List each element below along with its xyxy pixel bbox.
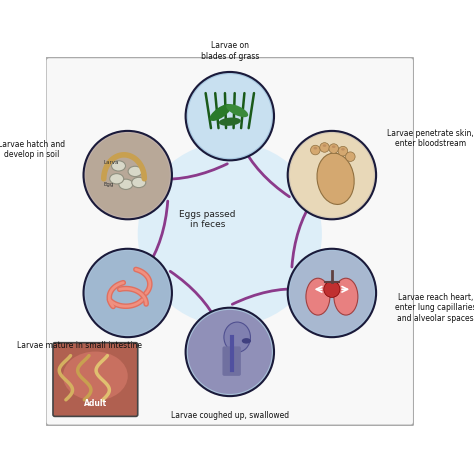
Circle shape [288,249,376,337]
Ellipse shape [226,104,248,117]
Ellipse shape [334,278,358,315]
FancyArrowPatch shape [225,76,290,197]
Circle shape [86,251,170,335]
Circle shape [186,308,274,396]
Ellipse shape [306,278,330,315]
Text: Larvae penetrate skin,
enter bloodstream: Larvae penetrate skin, enter bloodstream [387,128,474,148]
Text: Larvae mature in small intestine: Larvae mature in small intestine [18,341,142,350]
Ellipse shape [63,352,128,401]
FancyBboxPatch shape [222,347,241,376]
Circle shape [310,145,320,155]
Ellipse shape [219,118,241,126]
Text: Egg: Egg [104,182,114,187]
Circle shape [188,310,272,394]
Ellipse shape [132,177,146,188]
Circle shape [83,249,172,337]
Circle shape [188,74,272,158]
Circle shape [320,143,329,152]
FancyArrowPatch shape [92,155,228,179]
Ellipse shape [317,153,354,205]
Ellipse shape [210,104,232,121]
Ellipse shape [341,148,345,150]
Ellipse shape [323,144,327,147]
Circle shape [324,281,340,297]
Ellipse shape [109,174,124,184]
Ellipse shape [313,147,317,149]
Text: Larvae coughed up, swallowed: Larvae coughed up, swallowed [171,411,289,420]
Circle shape [290,251,374,335]
Text: Eggs passed
in feces: Eggs passed in feces [180,210,236,229]
Text: Larvae hatch and
develop in soil: Larvae hatch and develop in soil [0,140,65,159]
FancyArrowPatch shape [232,289,367,313]
Ellipse shape [332,145,336,148]
Ellipse shape [242,338,251,344]
FancyArrowPatch shape [93,201,168,314]
Text: Larva: Larva [104,160,119,165]
Circle shape [338,146,348,156]
FancyBboxPatch shape [53,343,138,417]
Circle shape [288,131,376,219]
Ellipse shape [224,322,250,352]
Ellipse shape [138,142,322,326]
FancyArrowPatch shape [170,271,235,392]
Circle shape [86,133,170,217]
FancyBboxPatch shape [46,57,414,425]
Circle shape [83,131,172,219]
Ellipse shape [111,161,126,171]
Circle shape [329,144,338,153]
Text: Adult: Adult [84,399,107,408]
Text: Larvae on
blades of grass: Larvae on blades of grass [201,42,259,61]
Text: Larvae reach heart,
enter lung capillaries
and alveolar spaces: Larvae reach heart, enter lung capillari… [394,293,474,323]
Circle shape [346,152,355,162]
FancyArrowPatch shape [292,154,367,267]
Circle shape [290,133,374,217]
Ellipse shape [119,179,133,190]
Ellipse shape [128,166,142,177]
Circle shape [186,72,274,160]
